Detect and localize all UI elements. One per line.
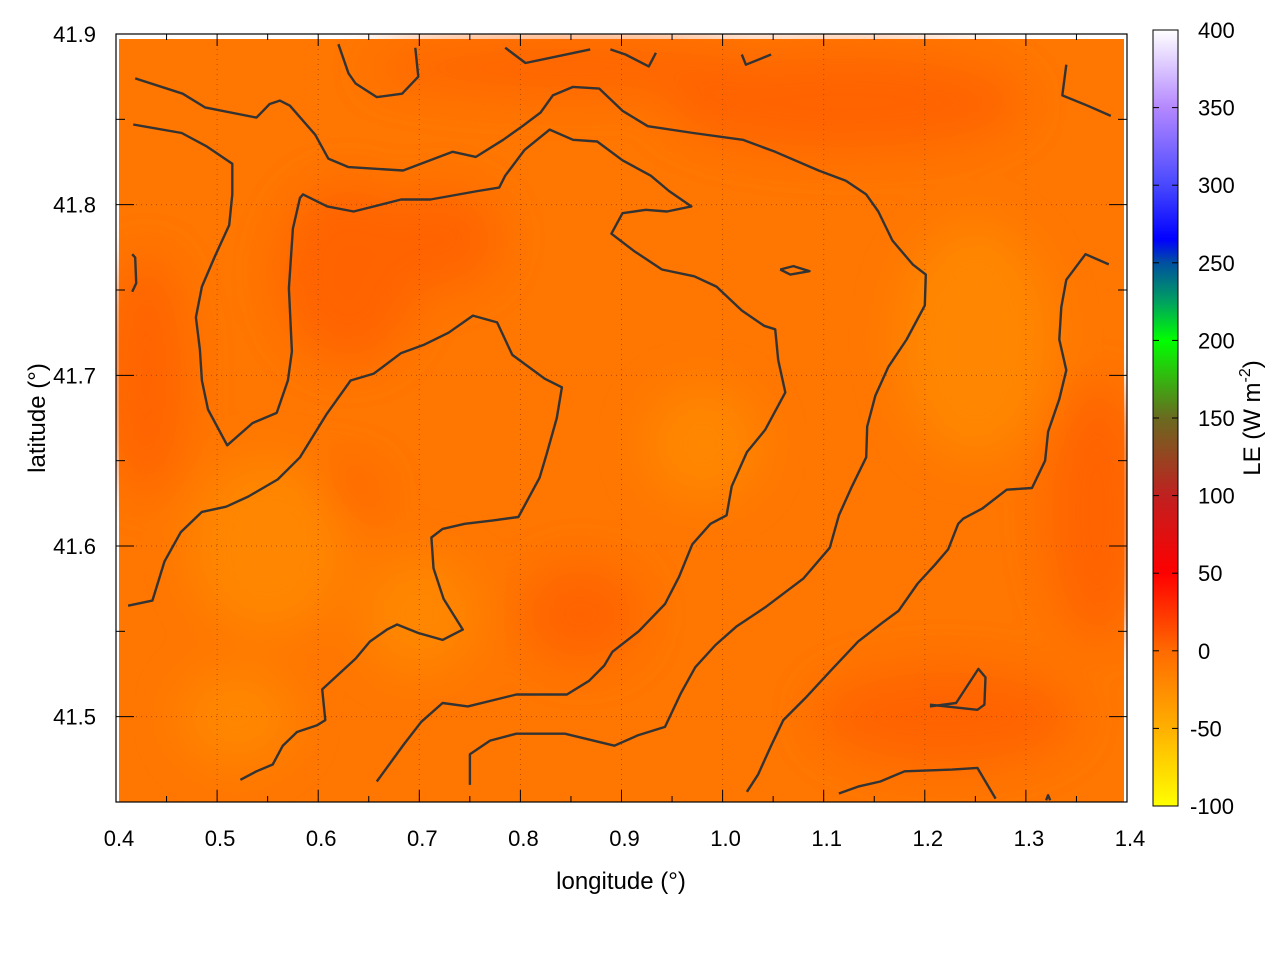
x-tick-label: 1.1 (811, 826, 842, 851)
x-axis-label: longitude (°) (556, 868, 686, 895)
contour-line (337, 43, 420, 99)
y-axis-label: latitude (°) (24, 363, 51, 473)
heatmap-cell (815, 666, 1076, 767)
heatmap-patches (116, 43, 1127, 767)
x-tick-label: 0.7 (407, 826, 438, 851)
colorbar-tick-label: -100 (1190, 794, 1234, 819)
heatmap-cell (379, 188, 500, 289)
heatmap-cell (895, 221, 1056, 462)
x-tick-label: 0.9 (609, 826, 640, 851)
heatmap-field (116, 39, 1127, 802)
colorbar-tick-label: 350 (1198, 96, 1235, 121)
heatmap-cell (642, 383, 763, 504)
contour-line (838, 766, 997, 800)
x-tick-label: 0.6 (306, 826, 337, 851)
x-tick-labels: 0.4 0.5 0.6 0.7 0.8 0.9 1.0 1.1 1.2 1.3 1.4 (104, 826, 1146, 851)
contour-line (134, 77, 927, 785)
colorbar-label-end: ) (1239, 360, 1266, 368)
y-tick-labels: 41.5 41.6 41.7 41.8 41.9 (53, 22, 96, 730)
colorbar-label-main: LE (W m (1239, 382, 1266, 475)
colorbar-tick-label: 250 (1198, 251, 1235, 276)
heatmap-cell (521, 564, 642, 665)
colorbar-tick-label: 100 (1198, 484, 1235, 509)
heatmap-cell (177, 666, 298, 767)
y-tick-label: 41.8 (53, 193, 96, 218)
y-tick-label: 41.9 (53, 22, 96, 47)
x-tick-label: 0.4 (104, 826, 135, 851)
contour-lines (127, 43, 1112, 801)
heatmap-cell (1046, 381, 1127, 642)
heatmap-cell (663, 52, 1024, 153)
contour-line (132, 123, 787, 783)
contour-line (779, 264, 811, 276)
colorbar-tick-label: 50 (1198, 561, 1222, 586)
heatmap-cell (187, 456, 348, 636)
colorbar-tick-label: 200 (1198, 328, 1235, 353)
contour-line (610, 48, 657, 68)
axis-ticks (115, 33, 1128, 802)
grid-lines (116, 34, 1127, 802)
contour-line (127, 314, 564, 781)
colorbar-tick-label: -50 (1190, 716, 1222, 741)
colorbar-label-sup: -2 (1237, 368, 1254, 382)
colorbar-ticks: -100 -50 0 50 100 150 200 250 300 350 400 (1153, 18, 1235, 819)
y-tick-label: 41.5 (53, 705, 96, 730)
x-tick-label: 1.4 (1115, 826, 1146, 851)
x-tick-label: 1.2 (913, 826, 944, 851)
y-tick-label: 41.7 (53, 363, 96, 388)
contour-line (131, 253, 138, 293)
x-tick-label: 1.0 (710, 826, 741, 851)
x-tick-label: 1.3 (1014, 826, 1045, 851)
x-tick-label: 0.5 (205, 826, 236, 851)
contour-line (504, 46, 591, 65)
y-tick-label: 41.6 (53, 534, 96, 559)
contour-line (1044, 794, 1052, 801)
colorbar-tick-label: 0 (1198, 639, 1210, 664)
contour-line (745, 252, 1110, 793)
contour-line (929, 667, 987, 711)
colorbar-tick-label: 300 (1198, 173, 1235, 198)
colorbar-tick-label: 400 (1198, 18, 1235, 43)
contour-line (1061, 64, 1112, 117)
contour-line (740, 53, 772, 66)
colorbar-tick-label: 150 (1198, 406, 1235, 431)
colorbar-label: LE (W m-2) (1237, 360, 1266, 476)
heatmap-cell (370, 43, 771, 94)
x-tick-label: 0.8 (508, 826, 539, 851)
